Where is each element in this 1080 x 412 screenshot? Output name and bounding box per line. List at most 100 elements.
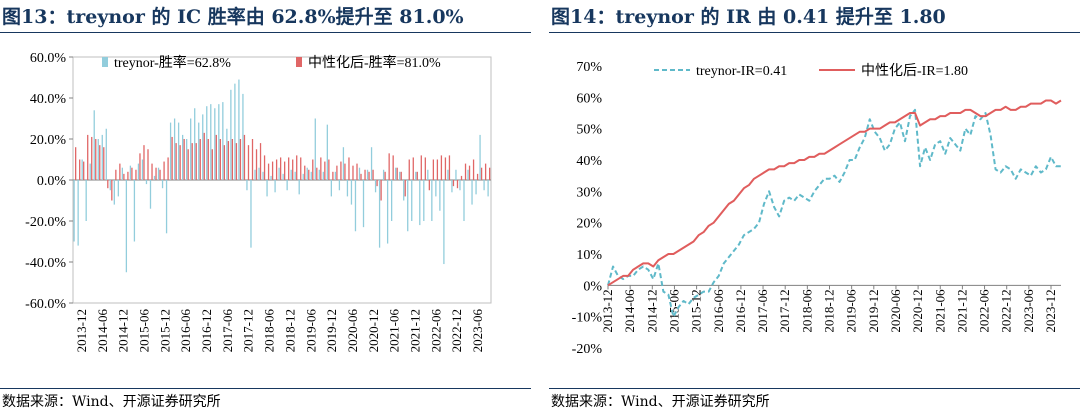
bar bbox=[133, 180, 136, 242]
bar bbox=[218, 104, 220, 180]
bar bbox=[183, 139, 185, 180]
bar bbox=[231, 139, 234, 180]
bar bbox=[294, 171, 296, 180]
bar bbox=[219, 139, 221, 180]
bar bbox=[206, 106, 208, 180]
bar bbox=[127, 171, 129, 180]
x-tick-label: 2019-06 bbox=[844, 289, 859, 333]
x-tick-label: 2021-12 bbox=[954, 289, 969, 332]
bar bbox=[447, 169, 449, 180]
bar bbox=[320, 157, 322, 180]
bar bbox=[310, 171, 312, 180]
x-tick-label: 2016-12 bbox=[733, 289, 748, 332]
series-line bbox=[607, 108, 1061, 318]
bar bbox=[227, 141, 230, 180]
bar bbox=[419, 180, 421, 226]
bar bbox=[408, 159, 410, 180]
x-tick-label: 2017-06 bbox=[220, 309, 235, 353]
bar bbox=[372, 169, 374, 180]
bar bbox=[352, 165, 354, 180]
bar bbox=[350, 180, 353, 205]
bar bbox=[487, 180, 489, 197]
x-tick-label: 2021-12 bbox=[408, 309, 423, 352]
y-tick-label: 60.0% bbox=[30, 51, 67, 66]
x-tick-label: 2014-12 bbox=[644, 289, 659, 332]
bar bbox=[395, 167, 397, 180]
bar bbox=[348, 157, 350, 180]
bar bbox=[476, 173, 479, 180]
bar bbox=[278, 167, 280, 180]
bar bbox=[358, 167, 361, 180]
data-source-note: 数据来源：Wind、开源证券研究所 bbox=[551, 394, 770, 410]
bar bbox=[190, 118, 192, 180]
bar bbox=[399, 171, 401, 180]
bar bbox=[202, 114, 204, 180]
x-tick-label: 2016-06 bbox=[178, 309, 193, 353]
y-tick-label: 0% bbox=[583, 279, 602, 294]
bar bbox=[435, 180, 437, 197]
legend-label: treynor-胜率=62.8% bbox=[114, 54, 231, 71]
x-tick-label: 2015-06 bbox=[137, 309, 152, 353]
bar bbox=[93, 110, 95, 180]
bar bbox=[123, 173, 125, 180]
x-tick-label: 2018-12 bbox=[822, 289, 837, 332]
bar bbox=[171, 136, 173, 180]
bar bbox=[388, 153, 390, 180]
bar bbox=[286, 180, 288, 191]
bar bbox=[131, 167, 133, 180]
bar bbox=[479, 134, 481, 180]
bar bbox=[75, 147, 77, 180]
bar bbox=[471, 180, 473, 205]
bar bbox=[324, 161, 326, 180]
bar bbox=[396, 167, 398, 180]
bar bbox=[271, 161, 274, 180]
bar bbox=[182, 134, 184, 180]
bar bbox=[259, 143, 262, 180]
bar bbox=[179, 145, 181, 180]
bar bbox=[153, 175, 156, 180]
bar bbox=[226, 128, 228, 180]
bar bbox=[282, 173, 284, 180]
x-tick-label: 2022-12 bbox=[999, 289, 1014, 332]
bar bbox=[456, 180, 459, 189]
ir-cumulative-line-chart: 70% 60% 50% 40% 30% 20% 10% 0% -10% -20% 2013-12 20… bbox=[572, 60, 1062, 357]
bar bbox=[436, 159, 439, 180]
bar bbox=[322, 171, 324, 180]
bar bbox=[119, 163, 121, 180]
x-tick-label: 2015-12 bbox=[157, 309, 172, 352]
bar bbox=[332, 171, 334, 180]
x-tick-label: 2018-12 bbox=[282, 309, 297, 352]
x-tick-label: 2017-12 bbox=[777, 289, 792, 332]
source-divider bbox=[0, 388, 531, 389]
bar bbox=[187, 149, 189, 180]
x-tick-label: 2020-12 bbox=[910, 289, 925, 332]
bar bbox=[254, 169, 256, 180]
bar bbox=[151, 163, 153, 180]
y-tick-label: 50% bbox=[576, 123, 602, 138]
y-tick-label: 40.0% bbox=[30, 92, 67, 107]
x-tick-label: 2019-06 bbox=[303, 309, 318, 353]
bar bbox=[95, 139, 97, 180]
bar bbox=[247, 145, 250, 180]
bar bbox=[316, 167, 318, 180]
bar bbox=[455, 169, 457, 180]
bar bbox=[107, 180, 109, 189]
y-tick-label: -40.0% bbox=[25, 256, 66, 271]
bar bbox=[459, 180, 461, 191]
chart-title: 图14：treynor 的 IR 由 0.41 提升至 1.80 bbox=[551, 6, 946, 28]
y-tick-label: 70% bbox=[576, 60, 602, 75]
bar bbox=[356, 163, 358, 180]
bar bbox=[412, 157, 414, 180]
bar bbox=[214, 108, 216, 180]
x-tick-label: 2022-06 bbox=[428, 309, 443, 353]
x-tick-label: 2018-06 bbox=[262, 309, 277, 353]
bar bbox=[238, 79, 240, 180]
bar bbox=[143, 145, 145, 180]
bar bbox=[113, 180, 115, 205]
y-tick-label: 40% bbox=[576, 154, 602, 169]
bar bbox=[211, 149, 213, 180]
bar bbox=[89, 163, 91, 180]
bar bbox=[338, 180, 341, 191]
bar bbox=[451, 180, 453, 193]
y-tick-label: 60% bbox=[576, 91, 602, 106]
